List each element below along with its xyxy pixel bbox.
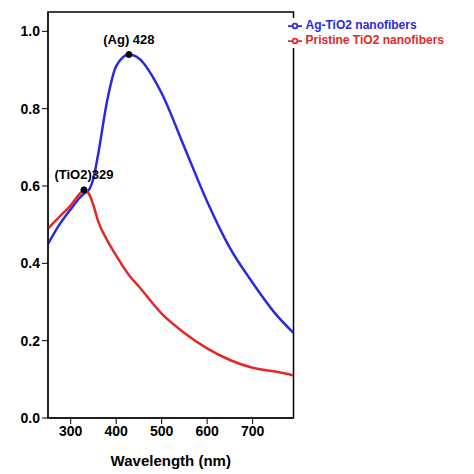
svg-text:0.8: 0.8 xyxy=(21,101,41,117)
svg-text:0.2: 0.2 xyxy=(21,333,41,349)
svg-text:1.0: 1.0 xyxy=(21,23,41,39)
html-text:Ag-TiO2 nanofibers: Ag-TiO2 nanofibers xyxy=(305,18,417,32)
svg-text:400: 400 xyxy=(105,423,129,439)
svg-text:Wavelength (nm): Wavelength (nm) xyxy=(111,452,231,469)
svg-text:0.6: 0.6 xyxy=(21,178,41,194)
svg-text:0.4: 0.4 xyxy=(21,255,41,271)
svg-text:700: 700 xyxy=(241,423,265,439)
svg-text:500: 500 xyxy=(150,423,174,439)
html-text:Pristine TiO2 nanofibers: Pristine TiO2 nanofibers xyxy=(305,32,444,47)
svg-text:600: 600 xyxy=(195,423,219,439)
svg-text:0.0: 0.0 xyxy=(21,410,41,426)
svg-text:(Ag) 428: (Ag) 428 xyxy=(103,32,154,47)
svg-text:(TiO2)329: (TiO2)329 xyxy=(54,167,113,182)
svg-text:300: 300 xyxy=(59,423,83,439)
